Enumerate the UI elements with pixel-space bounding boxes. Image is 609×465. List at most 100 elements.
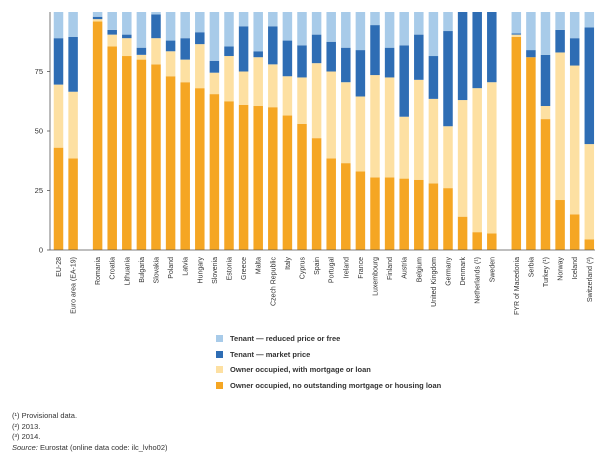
bar-segment (180, 59, 190, 83)
footnote-2014: (³) 2014. (12, 432, 41, 441)
bar-segment (399, 12, 409, 46)
x-tick-label: Spain (314, 257, 321, 275)
bar-segment (384, 47, 395, 78)
bars-layer (53, 12, 595, 251)
bar-segment (443, 126, 453, 189)
bar-segment (526, 50, 536, 58)
bar-segment (511, 12, 522, 34)
bar-segment (224, 101, 234, 250)
legend-swatch (216, 350, 223, 358)
bar-segment (555, 52, 565, 201)
bar-segment (151, 14, 161, 39)
bar-segment (555, 12, 565, 30)
bar-segment (443, 31, 453, 127)
x-tick-label: FYR of Macedonia (514, 257, 521, 315)
x-tick-label: Germany (446, 257, 453, 286)
bar-segment (224, 12, 234, 47)
bar-segment (355, 12, 366, 51)
bar-segment (540, 119, 551, 250)
bar-segment (457, 12, 468, 101)
x-tick-label: Serbia (528, 257, 535, 277)
bar-segment (224, 46, 234, 57)
bar-segment (443, 188, 453, 250)
x-tick-label: Czech Republic (270, 257, 277, 307)
bar-segment (370, 177, 380, 250)
bar-segment (399, 45, 409, 117)
bar-segment (282, 115, 293, 250)
footnote-2013: (²) 2013. (12, 421, 41, 431)
bar-segment (92, 16, 103, 20)
bar-segment (165, 76, 176, 250)
bar-segment (355, 96, 366, 172)
x-tick-label: Switzerland (²) (587, 257, 594, 302)
bar-segment (472, 88, 482, 233)
footnote-provisional: (¹) Provisional data. (12, 411, 78, 420)
bar-segment (297, 123, 307, 250)
bar-segment (569, 65, 580, 215)
legend-item-owner-mortgage: Owner occupied, with mortgage or loan (216, 362, 441, 378)
bar-segment (540, 54, 551, 107)
bar-segment (341, 47, 351, 83)
bar-segment (253, 106, 263, 250)
bar-segment (384, 12, 395, 48)
x-tick-label: Poland (168, 257, 175, 279)
bar-segment (326, 71, 336, 159)
x-tick-label: Iceland (572, 257, 579, 280)
bar-segment (122, 56, 132, 250)
legend-label: Owner occupied, with mortgage or loan (230, 365, 371, 375)
legend-item-tenant-market: Tenant — market price (216, 347, 441, 363)
bar-segment (209, 94, 220, 250)
bar-segment (414, 179, 424, 250)
bar-segment (107, 29, 117, 35)
bar-segment (253, 51, 263, 58)
stacked-bar-chart: 0 25 50 75 EU-28 Euro area (EA-19) Romania Cro… (35, 12, 595, 315)
bar-segment (326, 41, 336, 72)
bar-segment (487, 12, 497, 83)
bar-segment (341, 12, 351, 48)
x-tick-label: Italy (285, 257, 292, 270)
x-tick-label: Hungary (197, 257, 204, 284)
x-tick-label: Sweden (489, 257, 496, 282)
bar-segment (414, 34, 424, 80)
bar-segment (238, 12, 249, 27)
bar-segment (511, 34, 522, 37)
bar-segment (53, 147, 64, 250)
bar-segment (526, 12, 536, 51)
x-tick-label: Netherlands (¹) (475, 257, 482, 304)
bar-segment (107, 46, 117, 251)
x-tick-label: Croatia (110, 257, 117, 280)
category-labels-layer: EU-28 Euro area (EA-19) Romania Croatia Lith… (56, 257, 594, 315)
legend: Tenant — reduced price or free Tenant — … (216, 331, 441, 393)
bar-segment (569, 38, 580, 66)
bar-segment (53, 38, 64, 85)
bar-segment (472, 12, 482, 89)
bar-segment (355, 50, 366, 97)
bar-segment (399, 116, 409, 179)
legend-label: Owner occupied, no outstanding mortgage … (230, 380, 442, 390)
bar-segment (180, 82, 190, 251)
bar-segment (341, 163, 351, 250)
bar-segment (584, 27, 595, 145)
bar-segment (195, 44, 205, 89)
bar-segment (569, 214, 580, 250)
bar-segment (487, 233, 497, 250)
x-tick-label: Turkey (¹) (543, 257, 550, 287)
bar-segment (151, 12, 161, 15)
bar-segment (428, 98, 439, 184)
bar-segment (209, 12, 220, 61)
bar-segment (487, 82, 497, 234)
x-tick-label: Malta (256, 257, 263, 274)
bar-segment (584, 144, 595, 240)
legend-label: Tenant — market price (230, 349, 311, 359)
x-tick-label: Austria (402, 257, 409, 279)
bar-segment (268, 12, 278, 27)
bar-segment (311, 63, 322, 139)
bar-segment (136, 54, 147, 60)
bar-segment (151, 38, 161, 65)
bar-segment (122, 12, 132, 35)
bar-segment (414, 12, 424, 35)
bar-segment (238, 71, 249, 105)
x-tick-label: Romania (95, 257, 102, 285)
bar-segment (282, 40, 293, 77)
bar-segment (555, 200, 565, 250)
